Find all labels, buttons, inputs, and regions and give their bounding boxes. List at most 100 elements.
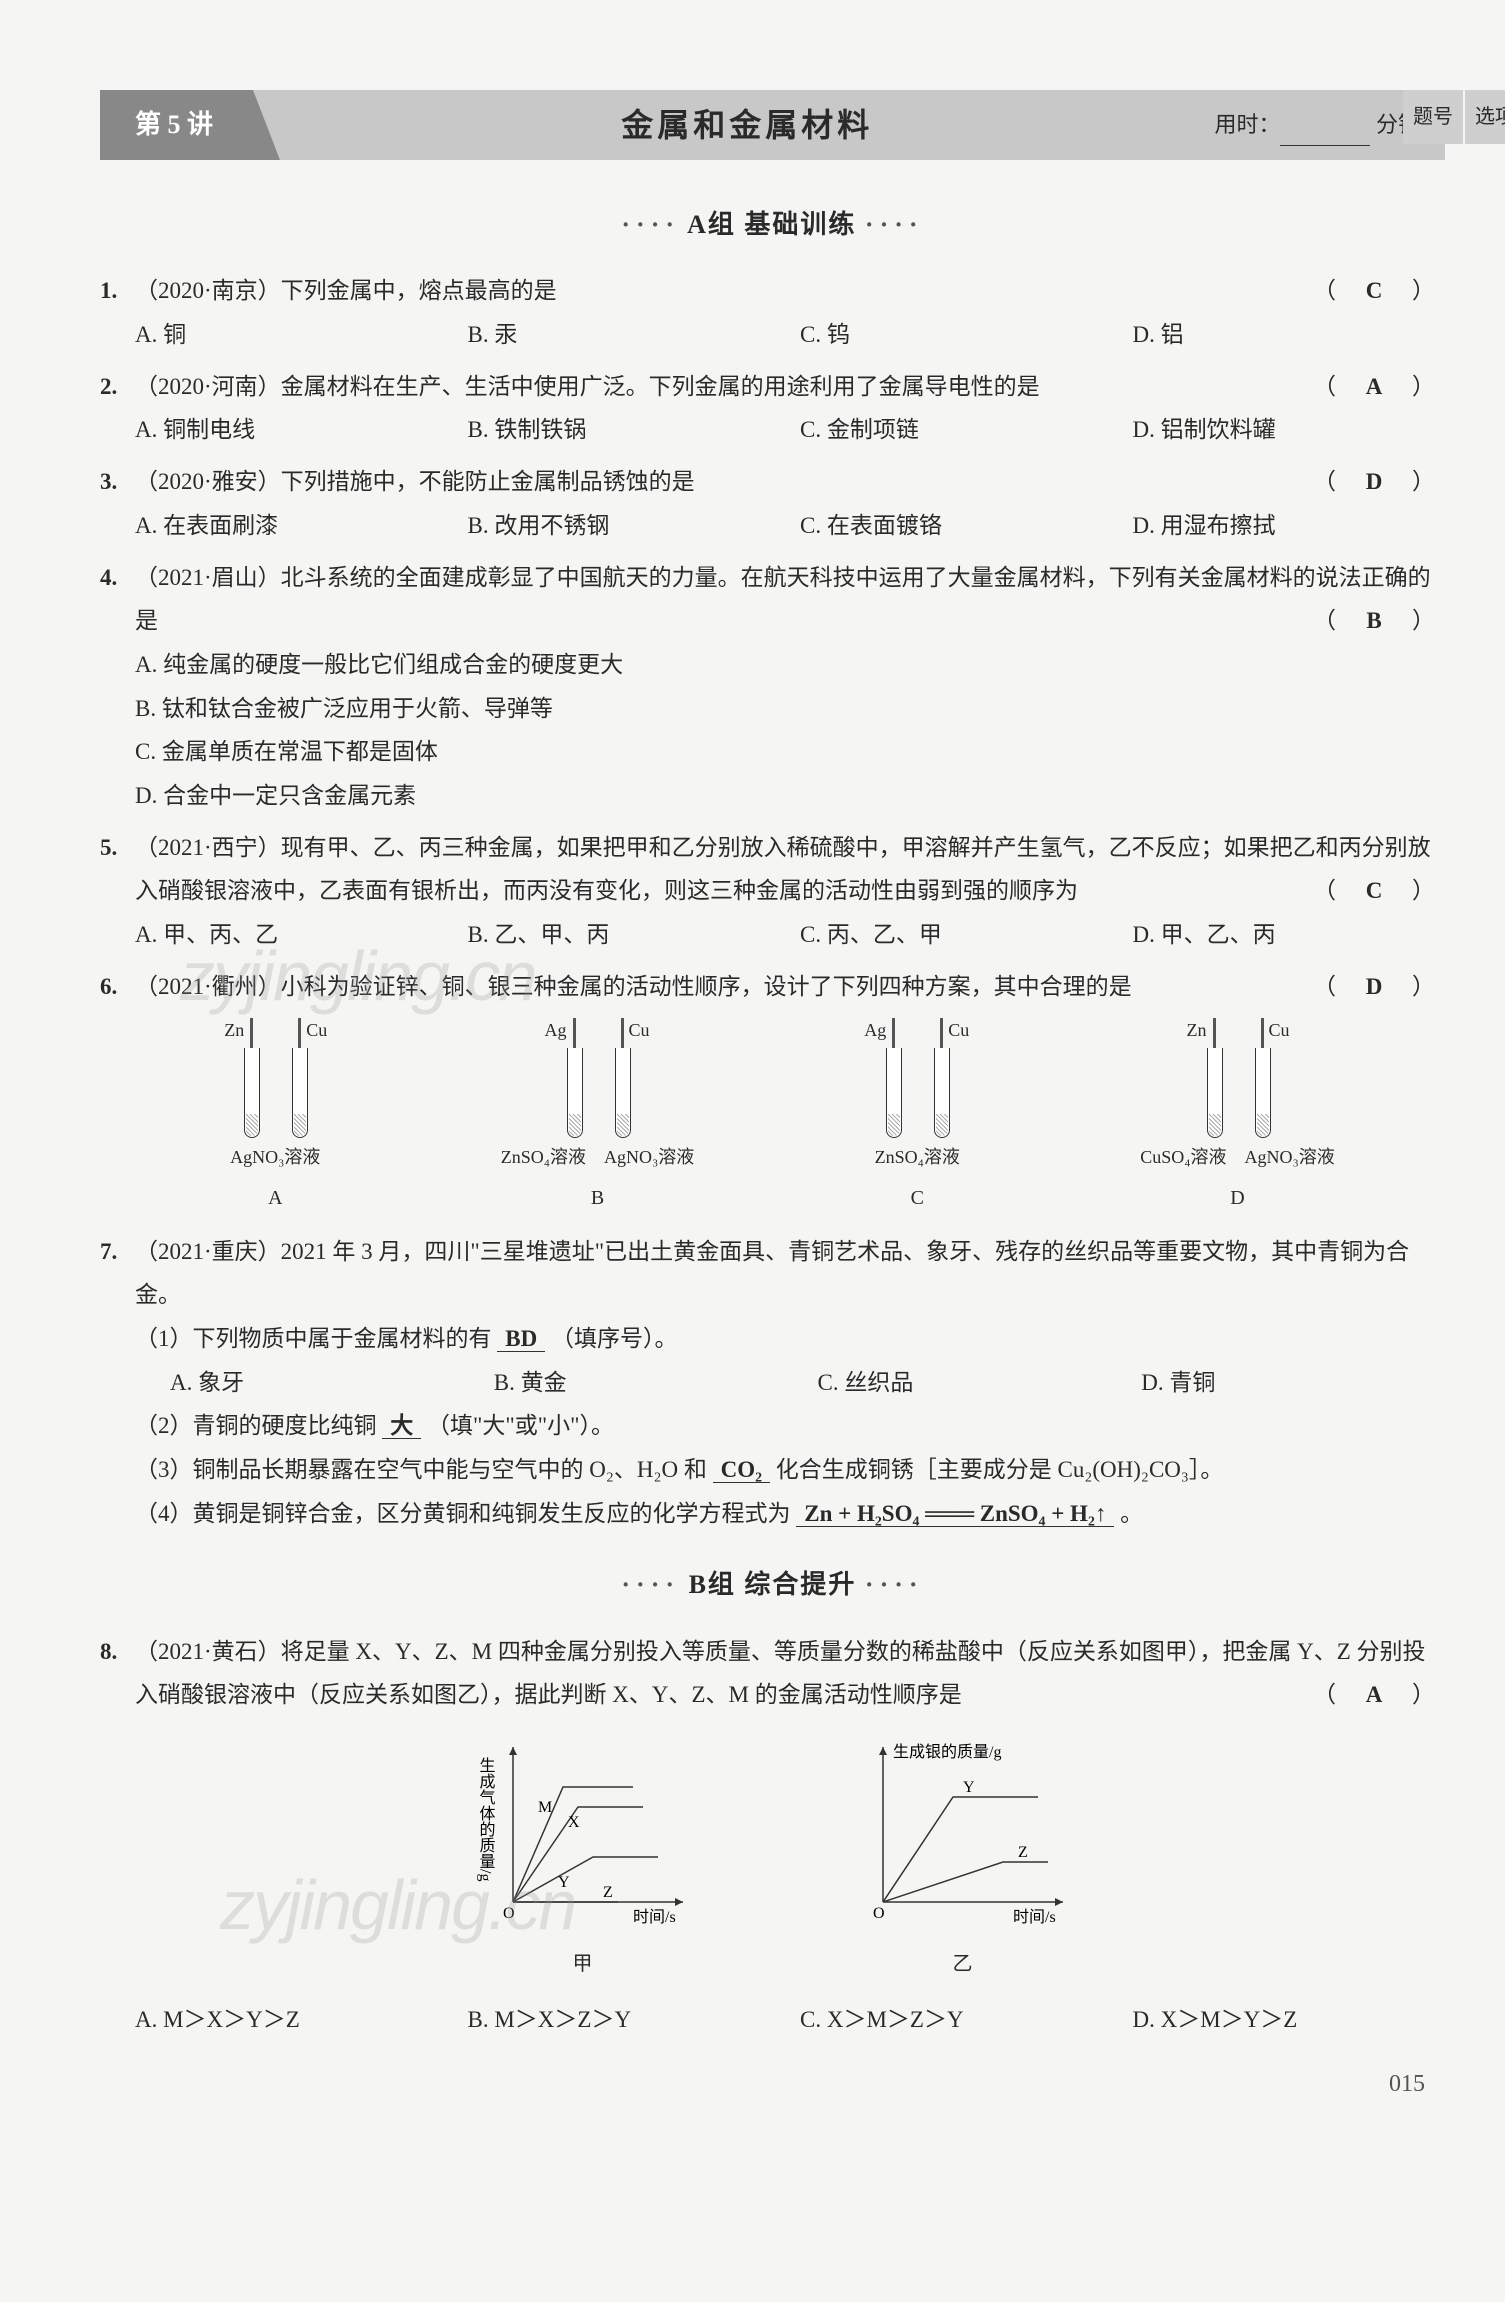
- lecture-tab: 第 5 讲: [100, 90, 280, 160]
- tube-diagrams: Zn Cu AgNO₃溶液 A Ag Cu ZnSO₄溶液 AgNO₃溶液 B …: [100, 1008, 1445, 1221]
- svg-text:生成银的质量/g: 生成银的质量/g: [893, 1743, 1001, 1761]
- side-tab-num: 题号: [1403, 90, 1463, 144]
- svg-text:时间/s: 时间/s: [633, 1908, 676, 1926]
- opt-c: C. 在表面镀铬: [800, 504, 1113, 548]
- svg-text:Z: Z: [603, 1884, 613, 1901]
- q-stem: （2021·黄石）将足量 X、Y、Z、M 四种金属分别投入等质量、等质量分数的稀…: [135, 1639, 1426, 1708]
- page-content: 第 5 讲 金属和金属材料 用时： 分钟 题号 选项 ···· A组 基础训练 …: [100, 90, 1445, 2107]
- metal-label: Cu: [306, 1013, 327, 1047]
- tube-group-c: Ag Cu ZnSO₄溶液 C: [875, 1018, 960, 1216]
- tube-group-a: Zn Cu AgNO₃溶液 A: [230, 1018, 320, 1216]
- page-number: 015: [100, 2062, 1445, 2108]
- time-blank[interactable]: [1280, 145, 1370, 146]
- side-tabs: 题号 选项: [1403, 90, 1505, 144]
- svg-text:X: X: [568, 1814, 580, 1831]
- q7-sub3: （3）铜制品长期暴露在空气中能与空气中的 O₂、H₂O 和 CO₂ 化合生成铜锈…: [100, 1448, 1445, 1492]
- question-3: 3. （2020·雅安）下列措施中，不能防止金属制品锈蚀的是 （ D ） A. …: [100, 460, 1445, 547]
- q-stem: （2020·南京）下列金属中，熔点最高的是: [135, 278, 557, 303]
- opt-a: A. 铜: [135, 313, 448, 357]
- q-num: 2.: [100, 365, 117, 409]
- question-7: 7. （2021·重庆）2021 年 3 月，四川"三星堆遗址"已出土黄金面具、…: [100, 1230, 1445, 1536]
- graph-jia: 生成气体的质量/g 时间/s O M X Y Z 甲: [463, 1732, 703, 1983]
- dots-icon: ····: [621, 1570, 680, 1599]
- dots-icon: ····: [865, 1570, 924, 1599]
- metal-label: Cu: [1269, 1013, 1290, 1047]
- opt-d: D. 青铜: [1141, 1361, 1445, 1405]
- blank-answer: 大: [382, 1413, 421, 1439]
- answer-slot: （ C ）: [1313, 269, 1435, 313]
- tube-group-b: Ag Cu ZnSO₄溶液 AgNO₃溶液 B: [501, 1018, 695, 1216]
- svg-text:Z: Z: [1018, 1844, 1028, 1861]
- answer: B: [1359, 599, 1389, 643]
- opt-d: D. X＞M＞Y＞Z: [1133, 1998, 1446, 2042]
- opt-a: A. 在表面刷漆: [135, 504, 448, 548]
- section-a-text: A组 基础训练: [687, 210, 856, 239]
- side-tab-opt: 选项: [1465, 90, 1505, 144]
- q-stem: （2021·衢州）小科为验证锌、铜、银三种金属的活动性顺序，设计了下列四种方案，…: [135, 974, 1132, 999]
- metal-label: Zn: [1187, 1013, 1207, 1047]
- answer: A: [1359, 1673, 1389, 1717]
- opt-a: A. 甲、丙、乙: [135, 913, 448, 957]
- metal-label: Zn: [224, 1013, 244, 1047]
- option-label: A: [230, 1179, 320, 1217]
- opt-d: D. 用湿布擦拭: [1133, 504, 1446, 548]
- q-stem: （2020·雅安）下列措施中，不能防止金属制品锈蚀的是: [135, 469, 695, 494]
- answer: A: [1359, 365, 1389, 409]
- opt-b: B. 钛和钛合金被广泛应用于火箭、导弹等: [100, 687, 1445, 731]
- solution-label: ZnSO₄溶液: [875, 1140, 960, 1174]
- answer-slot: （ A ）: [1313, 365, 1435, 409]
- question-1: 1. （2020·南京）下列金属中，熔点最高的是 （ C ） A. 铜 B. 汞…: [100, 269, 1445, 356]
- q-stem: （2021·西宁）现有甲、乙、丙三种金属，如果把甲和乙分别放入稀硫酸中，甲溶解并…: [135, 835, 1431, 904]
- svg-text:Y: Y: [963, 1779, 975, 1796]
- svg-text:Y: Y: [558, 1874, 570, 1891]
- q-num: 3.: [100, 460, 117, 504]
- dots-icon: ····: [621, 210, 680, 239]
- opt-c: C. 丝织品: [818, 1361, 1122, 1405]
- opt-c: C. 钨: [800, 313, 1113, 357]
- time-label: 用时：: [1214, 112, 1280, 137]
- header-title: 金属和金属材料: [280, 95, 1214, 156]
- opt-b: B. 铁制铁锅: [468, 408, 781, 452]
- answer-slot: （ C ）: [1313, 869, 1435, 913]
- option-label: B: [501, 1179, 695, 1217]
- answer: D: [1359, 965, 1389, 1009]
- opt-d: D. 铝制饮料罐: [1133, 408, 1446, 452]
- solution-label: CuSO₄溶液 AgNO₃溶液: [1140, 1140, 1335, 1174]
- svg-text:生成气体的质量/g: 生成气体的质量/g: [476, 1757, 495, 1881]
- question-4: 4. （2021·眉山）北斗系统的全面建成彰显了中国航天的力量。在航天科技中运用…: [100, 556, 1445, 818]
- section-b-text: B组 综合提升: [689, 1570, 857, 1599]
- blank-answer: BD: [497, 1326, 545, 1352]
- answer-slot: （ D ）: [1313, 460, 1435, 504]
- q7-sub2: （2）青铜的硬度比纯铜 大 （填"大"或"小"）。: [100, 1404, 1445, 1448]
- tube-group-d: Zn Cu CuSO₄溶液 AgNO₃溶液 D: [1140, 1018, 1335, 1216]
- answer: D: [1359, 460, 1389, 504]
- opt-a: A. 纯金属的硬度一般比它们组成合金的硬度更大: [100, 643, 1445, 687]
- answer: C: [1359, 869, 1389, 913]
- graph-caption: 甲: [463, 1945, 703, 1983]
- graph-caption: 乙: [843, 1945, 1083, 1983]
- q-stem: （2021·重庆）2021 年 3 月，四川"三星堆遗址"已出土黄金面具、青铜艺…: [135, 1239, 1409, 1308]
- q-num: 5.: [100, 826, 117, 870]
- q-num: 6.: [100, 965, 117, 1009]
- question-6: 6. （2021·衢州）小科为验证锌、铜、银三种金属的活动性顺序，设计了下列四种…: [100, 965, 1445, 1222]
- opt-b: B. 黄金: [494, 1361, 798, 1405]
- answer-slot: （ D ）: [1313, 965, 1435, 1009]
- opt-b: B. 汞: [468, 313, 781, 357]
- svg-text:时间/s: 时间/s: [1013, 1908, 1056, 1926]
- section-a-title: ···· A组 基础训练 ····: [100, 200, 1445, 249]
- q7-sub1: （1）下列物质中属于金属材料的有 BD （填序号）。: [100, 1317, 1445, 1361]
- answer: C: [1359, 269, 1389, 313]
- svg-text:M: M: [538, 1799, 552, 1816]
- question-5: 5. （2021·西宁）现有甲、乙、丙三种金属，如果把甲和乙分别放入稀硫酸中，甲…: [100, 826, 1445, 957]
- opt-d: D. 合金中一定只含金属元素: [100, 774, 1445, 818]
- svg-text:O: O: [873, 1905, 885, 1922]
- question-2: 2. （2020·河南）金属材料在生产、生活中使用广泛。下列金属的用途利用了金属…: [100, 365, 1445, 452]
- answer-slot: （ A ）: [1313, 1673, 1435, 1717]
- opt-c: C. 金属单质在常温下都是固体: [100, 730, 1445, 774]
- option-label: C: [875, 1179, 960, 1217]
- q-stem: （2021·眉山）北斗系统的全面建成彰显了中国航天的力量。在航天科技中运用了大量…: [135, 565, 1431, 634]
- q-num: 8.: [100, 1630, 117, 1674]
- blank-answer: Zn + H₂SO₄ ═══ ZnSO₄ + H₂↑: [796, 1501, 1114, 1527]
- opt-b: B. 改用不锈钢: [468, 504, 781, 548]
- opt-a: A. M＞X＞Y＞Z: [135, 1998, 448, 2042]
